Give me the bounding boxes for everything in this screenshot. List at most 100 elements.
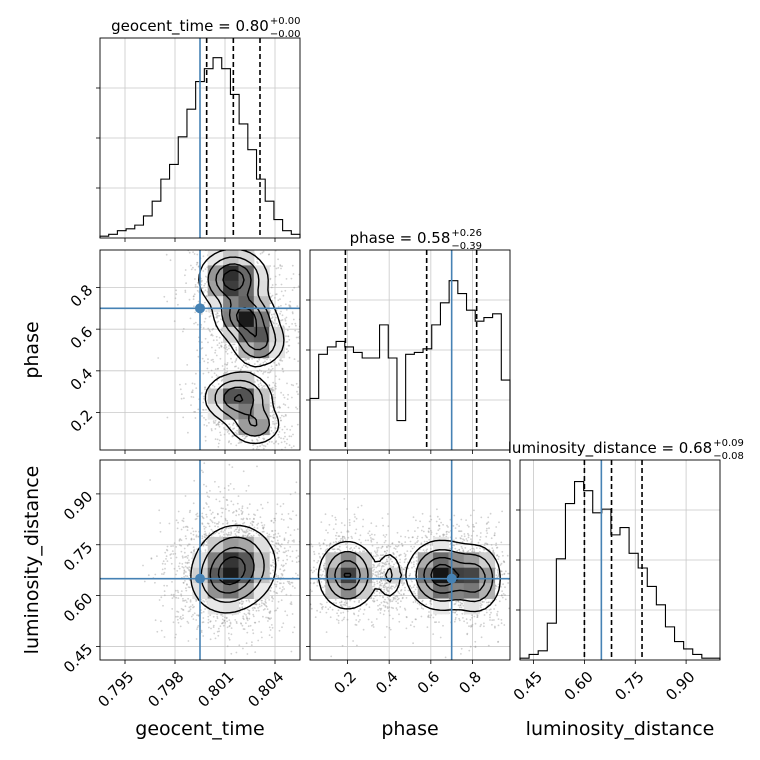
sample-point (184, 599, 187, 602)
sample-point (376, 570, 378, 573)
sample-point (305, 283, 307, 285)
sample-point (245, 517, 248, 520)
sample-point (469, 618, 472, 621)
sample-point (206, 601, 209, 603)
sample-point (273, 442, 275, 445)
sample-point (462, 538, 464, 541)
sample-point (175, 546, 178, 548)
density-contour (207, 256, 277, 437)
sample-point (240, 368, 242, 371)
sample-point (338, 548, 341, 551)
sample-point (192, 266, 194, 269)
sample-point (247, 534, 250, 536)
sample-point (274, 382, 277, 385)
sample-point (186, 562, 189, 565)
sample-point (240, 457, 242, 459)
sample-point (277, 362, 280, 365)
sample-point (272, 561, 274, 564)
sample-point (147, 574, 150, 577)
sample-point (208, 315, 211, 318)
sample-point (180, 393, 183, 396)
sample-point (291, 585, 294, 588)
sample-point (201, 621, 204, 624)
sample-point (188, 579, 191, 582)
sample-point (180, 594, 183, 597)
sample-point (176, 570, 179, 572)
sample-point (178, 539, 181, 542)
sample-point (319, 522, 321, 524)
sample-point (504, 598, 507, 601)
sample-point (317, 338, 319, 340)
sample-point (184, 575, 187, 577)
sample-point (281, 513, 283, 516)
sample-point (306, 411, 308, 413)
sample-point (265, 465, 267, 467)
sample-point (195, 534, 198, 537)
sample-point (229, 451, 231, 453)
sample-point (303, 345, 305, 347)
sample-point (232, 422, 235, 425)
sample-point (222, 496, 225, 499)
sample-point (256, 524, 258, 526)
sample-point (186, 244, 188, 246)
sample-point (204, 418, 207, 421)
sample-point (325, 611, 328, 614)
sample-point (285, 593, 288, 596)
sample-point (192, 295, 195, 298)
sample-point (264, 370, 267, 373)
sample-point (279, 264, 282, 266)
sample-point (269, 572, 272, 575)
sample-point (255, 603, 258, 606)
sample-point (211, 384, 214, 387)
sample-point (201, 415, 203, 417)
sample-point (204, 268, 207, 270)
sample-point (283, 415, 285, 418)
sample-point (284, 404, 287, 406)
sample-point (269, 629, 272, 631)
sample-point (206, 295, 208, 298)
sample-point (230, 652, 233, 655)
sample-point (281, 574, 284, 577)
sample-point (197, 408, 200, 411)
sample-point (255, 609, 258, 612)
sample-point (208, 496, 211, 499)
sample-point (383, 579, 385, 582)
sample-point (262, 447, 265, 450)
sample-point (270, 313, 273, 316)
sample-point (256, 439, 259, 442)
sample-point (205, 310, 208, 313)
sample-point (184, 269, 187, 271)
sample-point (218, 336, 221, 339)
sample-point (274, 529, 277, 532)
sample-point (278, 582, 281, 585)
sample-point (214, 525, 217, 528)
sample-point (187, 640, 190, 642)
sample-point (175, 596, 178, 599)
sample-point (223, 533, 225, 536)
sample-point (234, 522, 237, 525)
sample-point (201, 537, 204, 540)
sample-point (291, 311, 294, 314)
sample-point (205, 513, 208, 516)
sample-point (279, 587, 281, 590)
sample-point (268, 612, 271, 615)
sample-point (287, 549, 290, 552)
sample-point (215, 313, 217, 316)
density-cell (238, 250, 255, 266)
sample-point (217, 525, 219, 528)
sample-point (312, 530, 314, 532)
sample-point (253, 517, 255, 520)
sample-point (328, 537, 330, 539)
density-contour (217, 556, 246, 586)
sample-point (214, 351, 217, 354)
sample-point (258, 364, 261, 366)
density-cell (223, 403, 239, 420)
sample-point (332, 528, 335, 530)
sample-point (269, 278, 272, 281)
sample-point (282, 565, 284, 568)
density-cell (207, 583, 224, 599)
sample-point (261, 444, 264, 446)
sample-point (205, 535, 208, 537)
sample-point (186, 561, 189, 564)
sample-point (205, 424, 208, 427)
